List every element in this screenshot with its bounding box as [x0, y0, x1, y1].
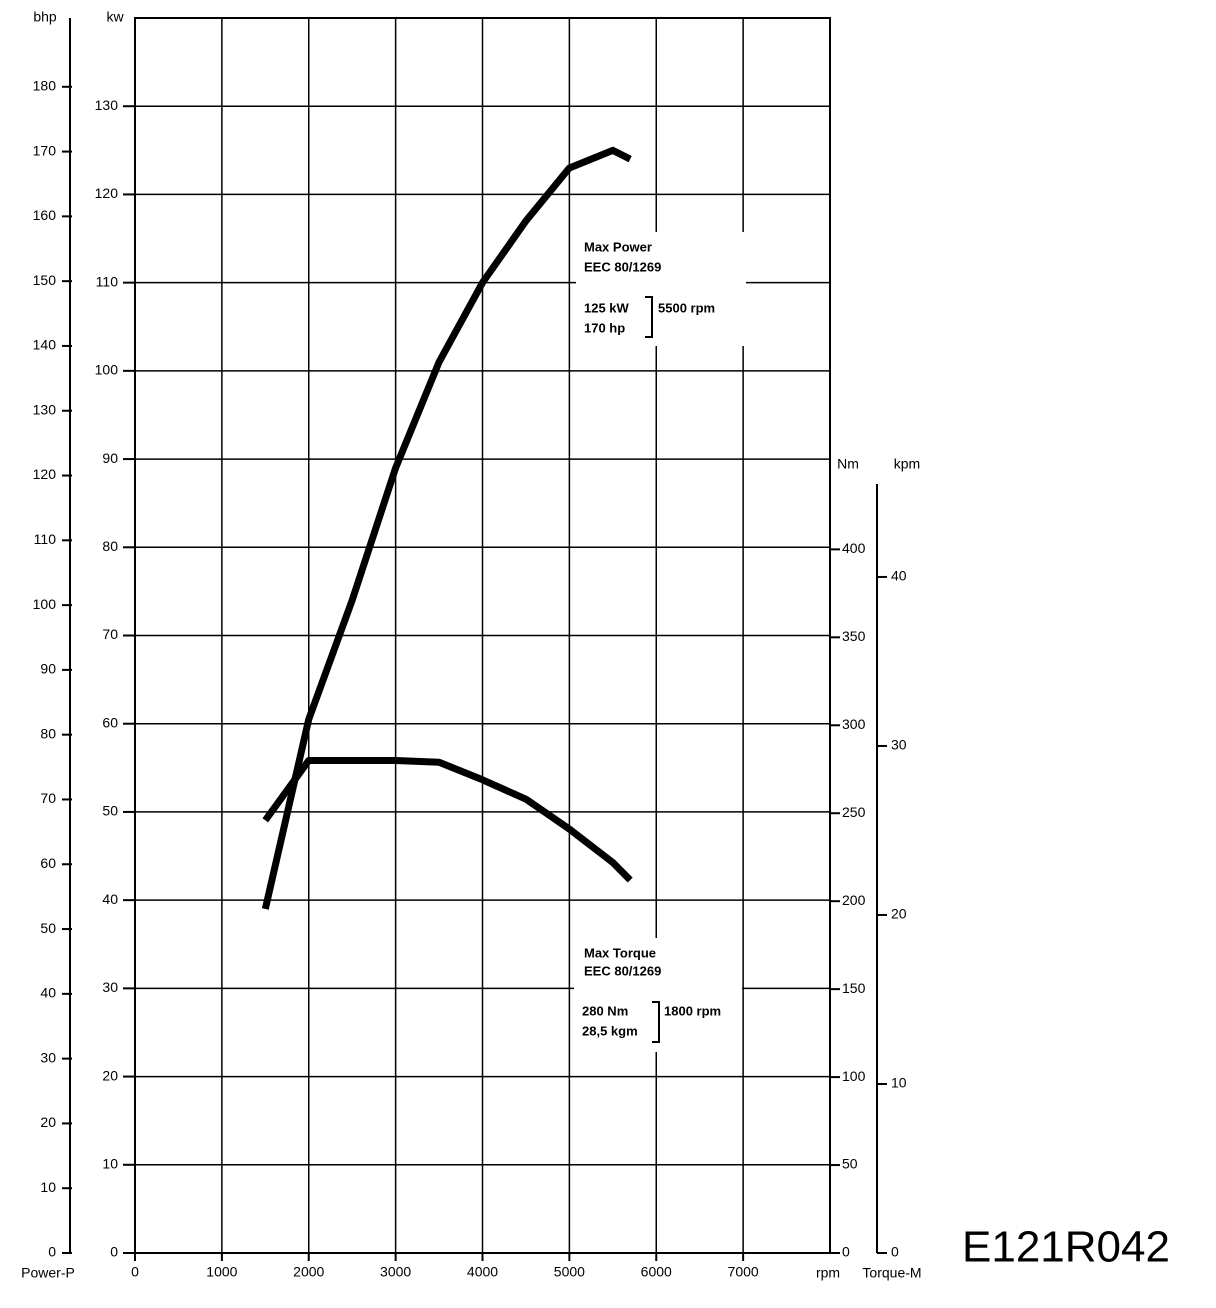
y4-tick-label: 10 — [891, 1075, 907, 1091]
y3-tick-label: 60 — [40, 855, 56, 871]
annotation: 125 kW — [584, 300, 630, 315]
y2-tick-label: 100 — [842, 1068, 866, 1084]
annotation: 280 Nm — [582, 1003, 628, 1018]
y2-tick-label: 150 — [842, 980, 866, 996]
y-tick-label: 100 — [95, 362, 119, 378]
axis-unit: kpm — [894, 456, 920, 472]
y-tick-label: 60 — [102, 714, 118, 730]
y3-tick-label: 50 — [40, 920, 56, 936]
axis-title: rpm — [816, 1265, 840, 1281]
y3-tick-label: 10 — [40, 1179, 56, 1195]
axis-unit: bhp — [33, 9, 57, 25]
annotation: Max Torque — [584, 945, 656, 960]
figure-code: E121R042 — [962, 1223, 1170, 1272]
y-tick-label: 120 — [95, 185, 119, 201]
y-tick-label: 30 — [102, 979, 118, 995]
y3-tick-label: 40 — [40, 985, 56, 1001]
y2-tick-label: 0 — [842, 1244, 850, 1260]
series-line — [262, 756, 633, 883]
x-tick-label: 2000 — [293, 1264, 324, 1280]
y-tick-label: 40 — [102, 891, 118, 907]
x-tick-label: 1000 — [206, 1264, 237, 1280]
y3-tick-label: 20 — [40, 1114, 56, 1130]
y3-tick-label: 170 — [33, 142, 57, 158]
annotation: 170 hp — [584, 320, 625, 335]
y4-tick-label: 20 — [891, 906, 907, 922]
bracket — [645, 296, 653, 338]
marks — [261, 146, 633, 910]
y4-tick-label: 30 — [891, 737, 907, 753]
y3-tick-label: 140 — [33, 337, 57, 353]
y3-tick-label: 0 — [48, 1244, 56, 1260]
y-tick-label: 10 — [102, 1155, 118, 1171]
y3-tick-label: 160 — [33, 207, 57, 223]
grid — [134, 18, 830, 1254]
axis-unit: Nm — [837, 456, 859, 472]
y-tick-label: 110 — [96, 273, 119, 289]
y2-tick-label: 350 — [842, 628, 866, 644]
y3-tick-label: 30 — [40, 1049, 56, 1065]
axis-unit: kw — [106, 9, 124, 25]
x-tick-label: 5000 — [554, 1264, 585, 1280]
y4-tick-label: 0 — [891, 1244, 899, 1260]
y3-tick-label: 70 — [40, 790, 56, 806]
y4-tick-label: 40 — [891, 568, 907, 584]
annotation: EEC 80/1269 — [584, 963, 661, 978]
axis-title: Power-P — [21, 1265, 75, 1281]
y3-tick-label: 100 — [33, 596, 57, 612]
y2-tick-label: 200 — [842, 892, 866, 908]
annotation-box — [576, 232, 746, 346]
x-tick-label: 6000 — [641, 1264, 672, 1280]
axis-title: Torque-M — [862, 1265, 921, 1281]
y2-tick-label: 300 — [842, 716, 866, 732]
y2-tick-label: 400 — [842, 540, 866, 556]
x-tick-label: 3000 — [380, 1264, 411, 1280]
y-tick-label: 130 — [95, 97, 119, 113]
y3-tick-label: 80 — [40, 725, 56, 741]
y3-tick-label: 180 — [33, 77, 57, 93]
y-tick-label: 80 — [102, 538, 118, 554]
x-tick-label: 7000 — [728, 1264, 759, 1280]
y-tick-label: 20 — [102, 1067, 118, 1083]
bracket — [652, 1001, 660, 1043]
y2-tick-label: 250 — [842, 804, 866, 820]
y-tick-label: 70 — [102, 626, 118, 642]
annotation: 5500 rpm — [658, 300, 715, 315]
x-tick-label: 4000 — [467, 1264, 498, 1280]
annotation: 28,5 kgm — [582, 1023, 638, 1038]
y3-tick-label: 110 — [34, 531, 57, 547]
series-line — [261, 146, 632, 910]
x-tick-label: 0 — [131, 1264, 139, 1280]
y3-tick-label: 90 — [40, 661, 56, 677]
y-tick-label: 50 — [102, 803, 118, 819]
y3-tick-label: 150 — [33, 272, 57, 288]
y3-tick-label: 120 — [33, 466, 57, 482]
annotation: EEC 80/1269 — [584, 259, 661, 274]
y-tick-label: 0 — [110, 1244, 118, 1260]
annotation: Max Power — [584, 239, 652, 254]
y3-tick-label: 130 — [33, 401, 57, 417]
annotation: 1800 rpm — [664, 1003, 721, 1018]
y-tick-label: 90 — [102, 450, 118, 466]
y2-tick-label: 50 — [842, 1156, 858, 1172]
